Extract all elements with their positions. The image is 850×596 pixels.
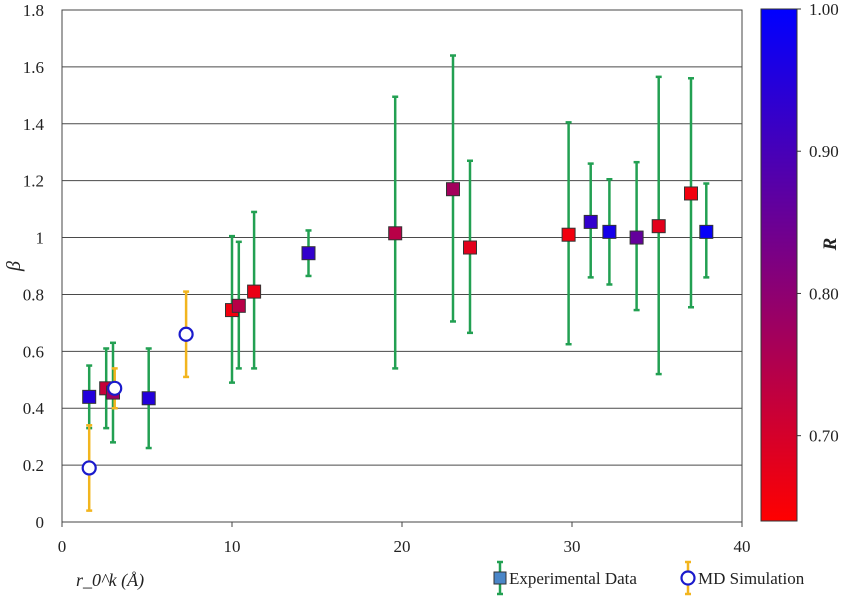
y-tick-label: 1.2 — [23, 172, 44, 191]
experimental-point — [446, 182, 460, 197]
md-simulation-point — [107, 380, 123, 396]
experimental-point — [583, 214, 598, 229]
md-simulation-point — [81, 460, 97, 476]
experimental-point — [141, 391, 156, 406]
colorbar-title: R — [820, 238, 841, 252]
experimental-point — [602, 224, 617, 239]
colorbar: 0.70 0.80 0.90 1.00 R — [760, 0, 841, 522]
experimental-point — [463, 240, 477, 255]
y-tick-label: 0.4 — [23, 399, 45, 418]
colorbar-tick-label: 0.70 — [809, 427, 839, 446]
experimental-point — [684, 186, 698, 201]
y-tick-label: 1.6 — [23, 58, 44, 77]
colorbar-tick-label: 0.80 — [809, 284, 839, 303]
legend-label-experimental: Experimental Data — [509, 569, 637, 588]
colorbar-tick-label: 1.00 — [809, 0, 839, 19]
plot-frame — [61, 9, 743, 523]
experimental-point — [388, 226, 403, 241]
axes: 0 0.2 0.4 0.6 0.8 1 1.2 1.4 1.6 1.8 0 10 20 30 40 r_0^k… — [3, 1, 751, 591]
legend-label-md-simulation: MD Simulation — [698, 569, 805, 588]
y-tick-label: 0.6 — [23, 342, 44, 361]
x-tick-label: 20 — [394, 537, 411, 556]
experimental-point — [561, 227, 576, 242]
x-axis-title: r_0^k (Å) — [76, 570, 144, 591]
experimental-point — [247, 284, 262, 299]
y-tick-label: 1.8 — [23, 1, 44, 20]
experimental-point — [629, 230, 644, 245]
x-tick-label: 40 — [734, 537, 751, 556]
y-tick-label: 0.8 — [23, 285, 44, 304]
experimental-point — [231, 298, 246, 313]
experimental-point — [82, 389, 97, 404]
x-tick-label: 10 — [224, 537, 241, 556]
legend: Experimental Data MD Simulation — [493, 560, 805, 596]
colorbar-tick-label: 0.90 — [809, 142, 839, 161]
data-markers — [81, 182, 714, 476]
legend-square-marker — [493, 571, 507, 585]
colorbar-gradient — [760, 8, 798, 522]
md-simulation-point — [178, 326, 194, 342]
y-tick-label: 0.2 — [23, 456, 44, 475]
x-tick-label: 0 — [58, 537, 67, 556]
y-tick-label: 1 — [36, 229, 45, 248]
x-tick-label: 30 — [564, 537, 581, 556]
y-tick-label: 0 — [36, 513, 45, 532]
y-tick-label: 1.4 — [23, 115, 45, 134]
experimental-point — [651, 219, 666, 234]
experimental-point — [699, 224, 714, 239]
experimental-point — [301, 246, 316, 261]
y-axis-title: β — [3, 261, 25, 272]
legend-circle-marker — [680, 570, 696, 586]
